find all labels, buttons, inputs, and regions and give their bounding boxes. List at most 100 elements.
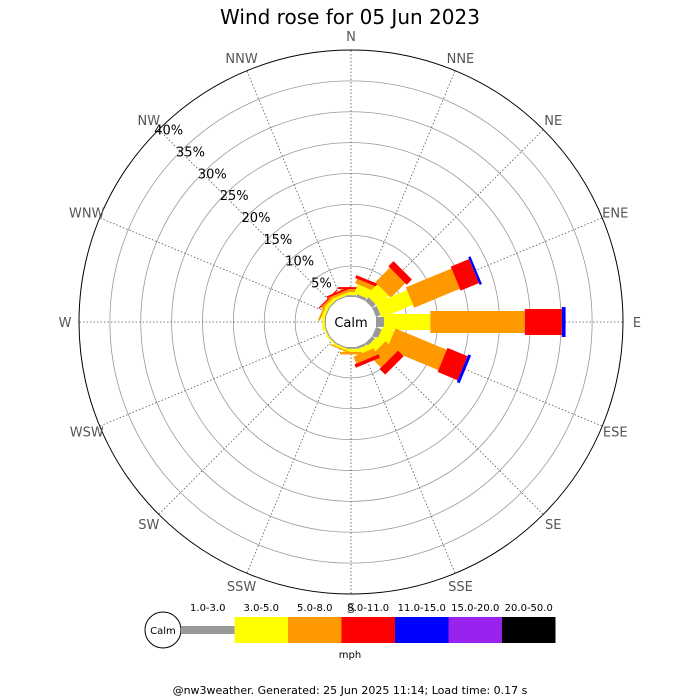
bar-segment: [437, 347, 468, 381]
legend-unit-label: mph: [339, 650, 361, 661]
bar-segment: [346, 347, 356, 349]
spoke: [368, 129, 544, 305]
legend-calm-label: Calm: [150, 626, 176, 637]
wind-bars: [317, 256, 566, 384]
legend-label: 1.0-3.0: [190, 603, 225, 614]
direction-label: S: [347, 602, 355, 617]
direction-label: NW: [137, 114, 160, 129]
percent-label: 25%: [220, 189, 249, 204]
direction-label: ESE: [603, 425, 628, 440]
bar-segment: [340, 288, 362, 293]
spoke: [99, 331, 329, 427]
bar-segment: [379, 350, 404, 375]
spoke: [360, 344, 456, 574]
bar-segment: [354, 354, 380, 368]
direction-label: E: [633, 316, 641, 331]
calm-label: Calm: [334, 316, 367, 331]
bar-segment: [353, 348, 377, 364]
grid-ring: [109, 80, 593, 564]
direction-label: SSE: [448, 580, 473, 595]
bar-segment: [468, 256, 482, 285]
calm-center: Calm: [326, 297, 376, 347]
legend-swatch: [341, 617, 395, 643]
legend-swatch: [448, 617, 502, 643]
bar-segment: [405, 268, 460, 308]
calm-circle: [326, 297, 376, 347]
legend-label: 5.0-8.0: [297, 603, 332, 614]
bar-segment: [388, 261, 412, 285]
direction-label: WNW: [69, 207, 105, 222]
percent-labels: 5% 10% 15% 20% 25% 30% 35% 40%: [154, 124, 332, 292]
spoke: [373, 217, 603, 313]
footer-text: @nw3weather. Generated: 25 Jun 2025 11:1…: [172, 684, 528, 697]
legend-swatch: [288, 617, 342, 643]
direction-spokes: [79, 50, 623, 594]
legend-swatch: [181, 626, 235, 634]
legend-label: 8.0-11.0: [347, 603, 389, 614]
spoke: [246, 70, 342, 300]
bar-segment: [450, 259, 479, 291]
percent-label: 15%: [263, 233, 292, 248]
legend-swatch: [234, 617, 288, 643]
bar-segment: [372, 326, 382, 339]
percent-label: 30%: [198, 167, 227, 182]
bar-segment: [375, 290, 414, 318]
bar-segment: [343, 292, 359, 296]
outer-ring: [78, 49, 624, 595]
bar-segment: [326, 286, 352, 299]
legend-swatch: [395, 617, 449, 643]
bar-segment: [456, 354, 472, 384]
legend-label: 20.0-50.0: [505, 603, 553, 614]
bar-segment: [365, 297, 376, 308]
bar-segment: [324, 326, 330, 337]
legend-label: 15.0-20.0: [451, 603, 499, 614]
bar-segment: [355, 294, 367, 301]
direction-label: NE: [544, 114, 562, 129]
percent-label: 5%: [311, 276, 332, 291]
percent-label: 40%: [154, 124, 183, 139]
bar-segment: [372, 305, 381, 318]
bar-segment: [328, 288, 351, 300]
bar-segment: [343, 348, 359, 352]
direction-label: NNW: [225, 52, 257, 67]
bar-nne: [354, 275, 381, 301]
bar-segment: [328, 336, 337, 345]
bar-segment: [375, 267, 406, 298]
bar-segment: [355, 278, 378, 292]
bar-e: [375, 307, 566, 337]
chart-title: Wind rose for 05 Jun 2023: [220, 5, 480, 29]
direction-label: SW: [138, 518, 159, 533]
legend-swatch: [502, 617, 556, 643]
direction-label: WSW: [70, 425, 104, 440]
bar-segment: [384, 314, 431, 330]
bar-segment: [324, 307, 330, 318]
bar-nnw: [326, 286, 352, 301]
bar-segment: [346, 295, 356, 297]
legend: Calm 1.0-3.0 3.0-5.0 5.0-8.0 8.0-11.0 11.0-1…: [144, 603, 556, 661]
percent-label: 35%: [176, 145, 205, 160]
bar-segment: [355, 275, 381, 288]
direction-label: NNE: [447, 52, 475, 67]
bar-segment: [332, 292, 349, 301]
legend-label: 11.0-15.0: [398, 603, 446, 614]
bar-segment: [340, 351, 362, 355]
percent-label: 10%: [285, 255, 314, 270]
direction-label: SE: [545, 518, 561, 533]
legend-label: 3.0-5.0: [244, 603, 279, 614]
bar-segment: [370, 341, 397, 368]
direction-label: N: [346, 30, 356, 45]
bar-segment: [561, 307, 566, 337]
direction-label: ENE: [602, 207, 628, 222]
bar-segment: [336, 295, 347, 301]
bar-segment: [430, 311, 525, 333]
direction-label: W: [59, 316, 72, 331]
spoke: [360, 70, 456, 300]
bar-segment: [336, 343, 347, 349]
bar-segment: [365, 336, 375, 346]
spoke: [368, 339, 544, 515]
spoke: [99, 217, 329, 313]
direction-labels: N NNE NE ENE E ESE SE SSE S SSW SW WSW W WNW NW NNW: [59, 30, 642, 617]
spoke: [246, 344, 342, 574]
bar-segment: [328, 299, 337, 308]
